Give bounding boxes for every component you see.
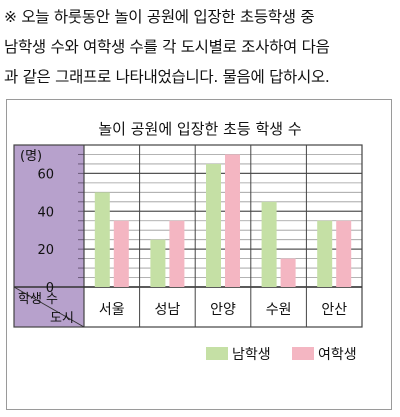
intro-line: ※ 오늘 하룻동안 놀이 공원에 입장한 초등학생 중 xyxy=(4,8,315,26)
y-axis-panel xyxy=(14,145,84,287)
bar-boy xyxy=(206,163,221,287)
row-header-label: 학생 수 xyxy=(18,292,58,307)
legend-swatch-boy xyxy=(206,347,228,360)
x-tick-label: 수원 xyxy=(266,302,292,318)
legend-label-girl: 여학생 xyxy=(318,347,357,363)
legend-boy: 남학생 xyxy=(206,344,271,364)
intro-line: 과 같은 그래프로 나타내었습니다. 물음에 답하시오. xyxy=(4,68,330,86)
y-tick-label: 60 xyxy=(37,167,54,182)
bar-girl xyxy=(113,220,129,287)
x-tick-label: 안양 xyxy=(210,302,236,318)
intro-line: 남학생 수와 여학생 수를 각 도시별로 조사하여 다음 xyxy=(4,38,330,56)
header-diagonal xyxy=(13,286,85,328)
bar-girl xyxy=(336,220,352,287)
x-tick-label: 서울 xyxy=(99,302,125,318)
bar-boy xyxy=(261,201,277,287)
y-tick-label: 0 xyxy=(46,281,54,296)
legend-girl: 여학생 xyxy=(292,344,357,364)
legend-label-boy: 남학생 xyxy=(232,347,271,363)
chart-border xyxy=(13,144,363,328)
bar-girl xyxy=(169,220,185,287)
bar-girl xyxy=(225,154,240,287)
bar-boy xyxy=(317,220,333,287)
bar-boy xyxy=(150,239,166,287)
chart-title: 놀이 공원에 입장한 초등 학생 수 xyxy=(98,120,301,138)
question-text: ※ 오늘 하룻동안 놀이 공원에 입장한 초등학생 중 남학생 수와 여학생 수… xyxy=(4,2,398,92)
y-tick-label: 20 xyxy=(37,243,54,258)
y-tick-label: 40 xyxy=(37,205,54,220)
legend-swatch-girl xyxy=(292,347,314,360)
bar-girl xyxy=(280,258,296,287)
x-tick-label: 안산 xyxy=(321,302,347,318)
bar-boy xyxy=(94,192,110,287)
x-tick-label: 성남 xyxy=(155,302,181,318)
y-axis-unit: (명) xyxy=(20,149,42,164)
col-header-label: 도시 xyxy=(50,311,74,326)
